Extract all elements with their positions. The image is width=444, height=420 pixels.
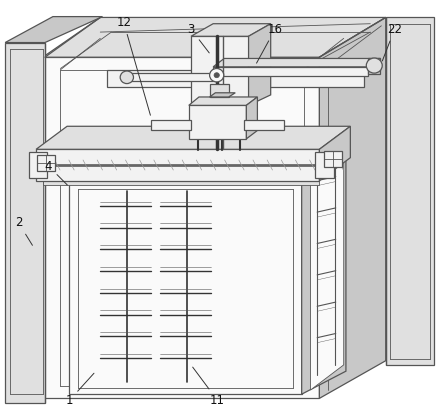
Polygon shape xyxy=(301,155,346,394)
Polygon shape xyxy=(249,24,271,105)
Polygon shape xyxy=(43,168,319,185)
Polygon shape xyxy=(191,24,271,36)
Polygon shape xyxy=(43,57,319,399)
Polygon shape xyxy=(189,105,246,139)
Text: 2: 2 xyxy=(15,216,32,245)
Text: 3: 3 xyxy=(187,23,209,53)
Polygon shape xyxy=(315,152,333,178)
Polygon shape xyxy=(29,152,47,178)
Circle shape xyxy=(366,58,382,73)
Polygon shape xyxy=(69,181,301,394)
Polygon shape xyxy=(244,120,284,131)
Polygon shape xyxy=(319,18,386,399)
Text: 4: 4 xyxy=(45,160,67,185)
Polygon shape xyxy=(210,93,235,97)
Polygon shape xyxy=(191,36,249,105)
Polygon shape xyxy=(210,84,229,97)
Polygon shape xyxy=(151,120,191,131)
Polygon shape xyxy=(127,73,215,81)
Polygon shape xyxy=(319,126,350,181)
Polygon shape xyxy=(368,58,381,74)
Polygon shape xyxy=(37,155,55,171)
Polygon shape xyxy=(43,149,350,168)
Text: 12: 12 xyxy=(116,16,151,115)
Circle shape xyxy=(120,71,134,84)
Polygon shape xyxy=(324,150,341,167)
Polygon shape xyxy=(36,149,319,181)
Polygon shape xyxy=(107,70,364,87)
Polygon shape xyxy=(43,18,386,57)
Circle shape xyxy=(210,68,224,82)
Text: 22: 22 xyxy=(382,23,402,61)
Polygon shape xyxy=(36,126,350,149)
Text: 11: 11 xyxy=(193,367,225,407)
Polygon shape xyxy=(213,58,381,67)
Text: 16: 16 xyxy=(257,23,283,63)
Polygon shape xyxy=(5,42,45,402)
Circle shape xyxy=(214,73,219,78)
Polygon shape xyxy=(386,18,434,365)
Polygon shape xyxy=(5,17,103,42)
Polygon shape xyxy=(189,97,258,105)
Polygon shape xyxy=(213,67,368,76)
Polygon shape xyxy=(310,155,344,390)
Text: 1: 1 xyxy=(66,373,94,407)
Polygon shape xyxy=(69,155,346,181)
Polygon shape xyxy=(246,97,258,139)
